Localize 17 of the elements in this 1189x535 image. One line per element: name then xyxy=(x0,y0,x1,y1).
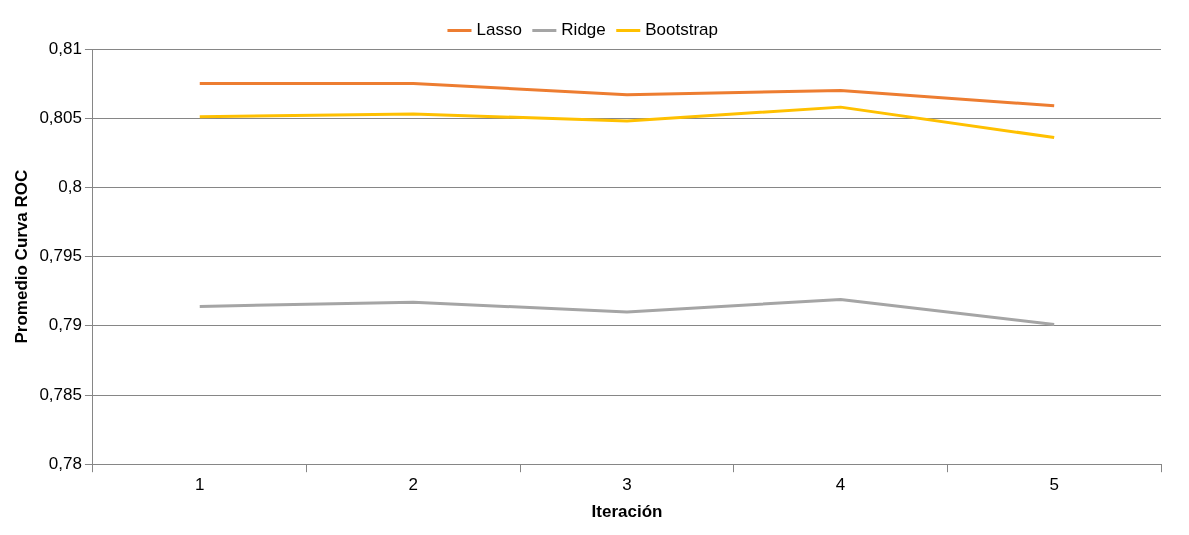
x-tick-label: 2 xyxy=(408,475,419,495)
y-axis-title: Promedio Curva ROC xyxy=(11,169,31,344)
legend-label: Lasso xyxy=(476,20,522,40)
y-tick-label: 0,8 xyxy=(58,177,82,197)
y-tick-label: 0,81 xyxy=(48,38,82,58)
x-tick-label: 1 xyxy=(195,475,205,495)
x-tick-label: 3 xyxy=(622,475,632,495)
legend-label: Ridge xyxy=(561,20,606,40)
y-tick-label: 0,805 xyxy=(39,107,82,127)
legend-label: Bootstrap xyxy=(645,20,719,40)
x-axis-title: Iteración xyxy=(591,502,663,522)
y-tick-label: 0,79 xyxy=(48,315,82,335)
x-tick-label: 5 xyxy=(1049,475,1059,495)
y-tick-label: 0,78 xyxy=(48,453,82,473)
y-tick-label: 0,785 xyxy=(39,384,82,404)
y-tick-label: 0,795 xyxy=(39,246,82,266)
x-tick-label: 4 xyxy=(835,475,846,495)
